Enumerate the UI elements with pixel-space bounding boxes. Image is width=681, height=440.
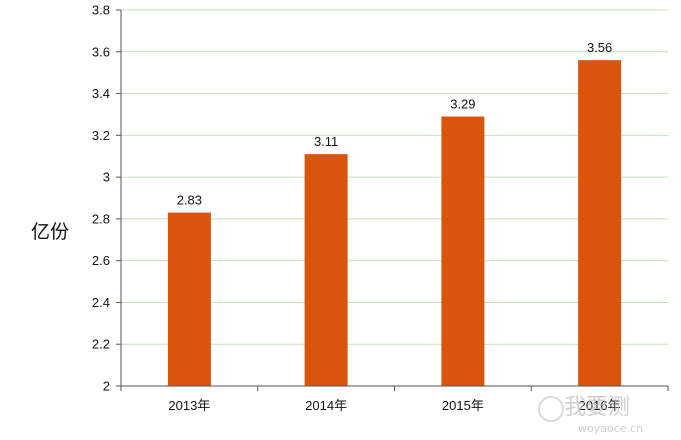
y-tick-label: 2.8 <box>92 211 110 226</box>
data-label: 3.29 <box>450 97 475 112</box>
x-tick-labels: 2013年 2014年 2015年 2016年 <box>168 398 620 413</box>
bar-2016年 <box>578 60 622 387</box>
grid-lines <box>121 9 668 345</box>
watermark-logo: 我要测 woyaoce.cn <box>538 395 643 435</box>
x-tick-label: 2015年 <box>442 398 484 413</box>
y-axis-label: 亿份 <box>31 221 69 243</box>
x-tick-label: 2014年 <box>305 398 347 413</box>
watermark-text: 我要测 <box>564 395 630 420</box>
axes <box>116 9 669 391</box>
watermark-url: woyaoce.cn <box>578 422 643 435</box>
y-tick-labels: 2 2.2 2.4 2.6 2.8 3 3.2 3.4 3.6 3.8 <box>92 3 110 394</box>
data-labels: 2.83 3.11 3.29 3.56 <box>177 40 613 207</box>
y-tick-label: 2 <box>103 379 110 394</box>
data-label: 3.56 <box>587 40 612 55</box>
y-tick-label: 3 <box>103 170 110 185</box>
bar-2013年 <box>167 212 211 386</box>
y-tick-label: 2.4 <box>92 295 110 310</box>
x-tick-label: 2016年 <box>579 398 621 413</box>
data-label: 3.11 <box>314 134 338 149</box>
data-label: 2.83 <box>177 193 202 208</box>
y-tick-label: 3.4 <box>92 86 110 101</box>
bar-2014年 <box>304 154 348 386</box>
y-tick-label: 2.6 <box>92 253 110 268</box>
x-tick-label: 2013年 <box>168 398 210 413</box>
y-tick-label: 3.6 <box>92 44 110 59</box>
y-tick-label: 3.8 <box>92 3 110 18</box>
bars <box>167 60 622 387</box>
y-tick-label: 3.2 <box>92 128 110 143</box>
y-tick-label: 2.2 <box>92 337 110 352</box>
bar-2015年 <box>441 116 485 387</box>
